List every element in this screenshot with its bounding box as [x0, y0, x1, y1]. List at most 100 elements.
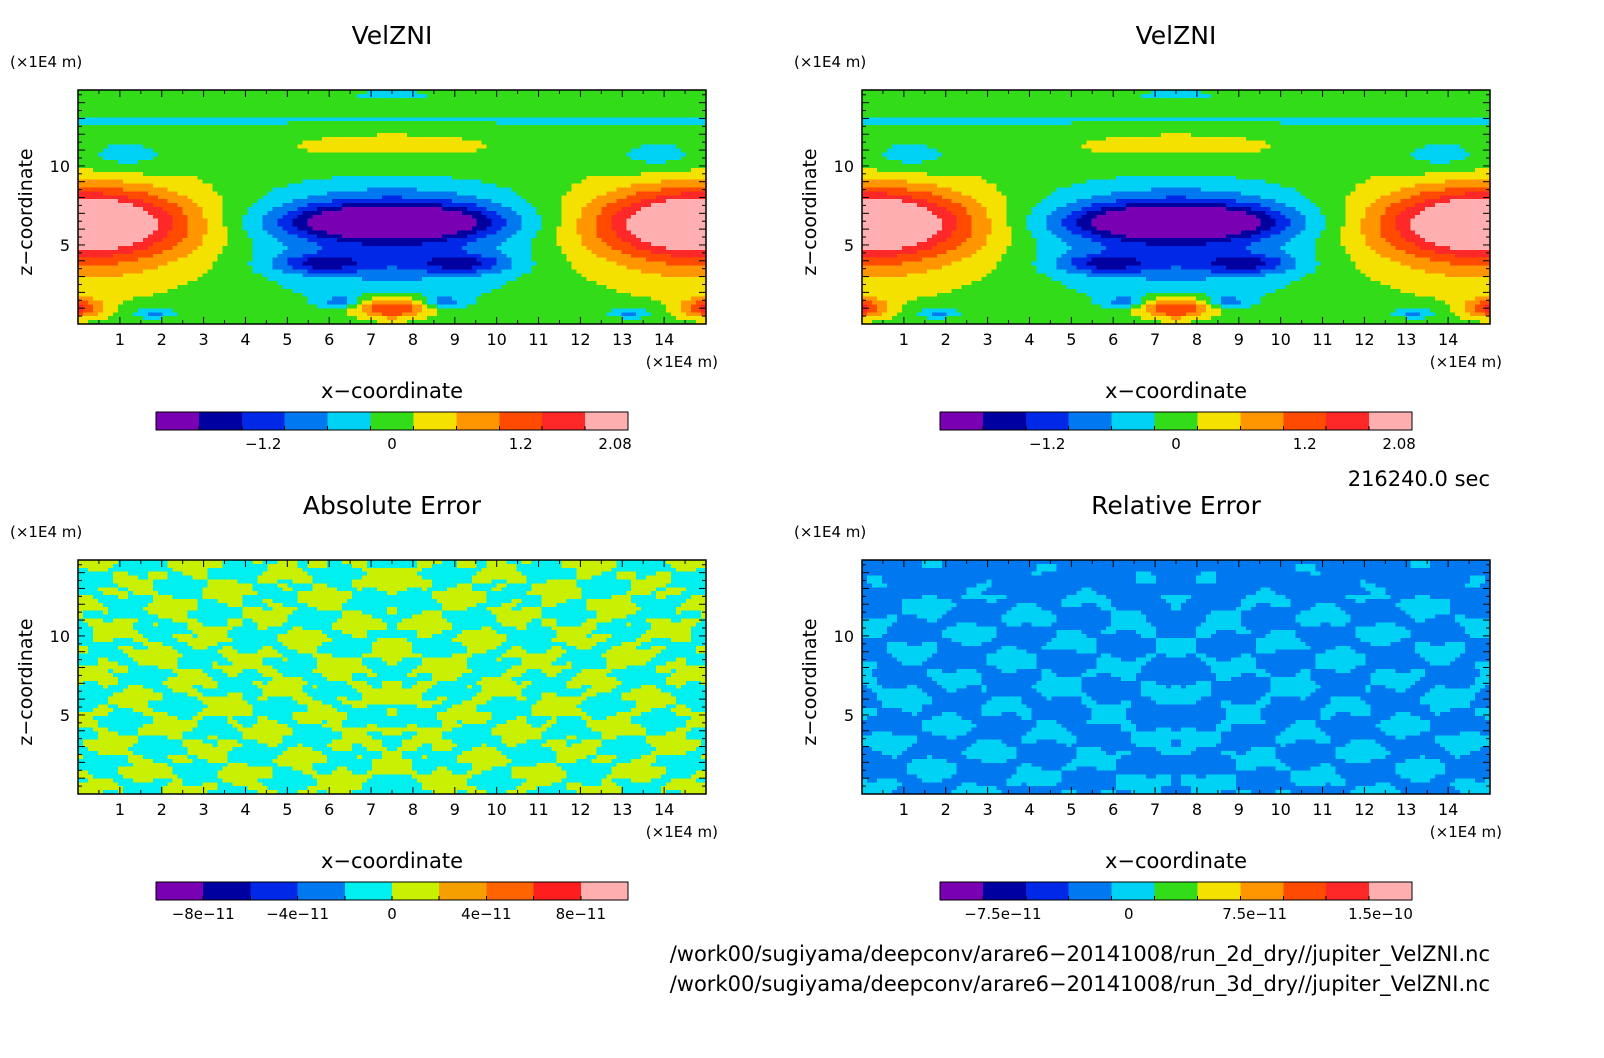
heatmap-cell — [372, 93, 378, 99]
heatmap-cell — [681, 210, 687, 216]
heatmap-cell — [107, 199, 114, 204]
heatmap-cell — [531, 121, 538, 126]
heatmap-cell — [372, 168, 378, 173]
heatmap-cell — [521, 156, 528, 161]
heatmap-cell — [441, 97, 448, 103]
heatmap-cell — [696, 195, 702, 200]
heatmap-cell — [78, 222, 84, 228]
heatmap-cell — [292, 101, 298, 107]
heatmap-cell — [491, 109, 498, 114]
heatmap-cell — [247, 168, 254, 173]
heatmap-cell — [372, 226, 378, 231]
heatmap-cell — [531, 117, 538, 122]
heatmap-cell — [327, 144, 333, 150]
heatmap-cell — [436, 238, 443, 243]
heatmap-cell — [322, 140, 328, 146]
heatmap-cell — [556, 218, 563, 224]
heatmap-cell — [337, 132, 343, 138]
heatmap-cell — [686, 156, 692, 161]
heatmap-cell — [696, 140, 702, 146]
heatmap-cell — [516, 93, 523, 99]
heatmap-cell — [337, 175, 343, 181]
heatmap-cell — [661, 148, 667, 153]
heatmap-cell — [132, 183, 139, 189]
heatmap-cell — [267, 199, 273, 204]
heatmap-cell — [97, 210, 104, 216]
heatmap-cell — [347, 214, 353, 220]
heatmap-cell — [496, 140, 503, 146]
heatmap-cell — [476, 90, 483, 95]
heatmap-cell — [357, 109, 363, 114]
heatmap-cell — [252, 125, 259, 130]
heatmap-cell — [147, 105, 154, 111]
heatmap-cell — [561, 207, 568, 212]
heatmap-cell — [446, 218, 453, 224]
heatmap-cell — [436, 152, 443, 157]
heatmap-cell — [451, 242, 458, 247]
heatmap-cell — [297, 164, 303, 169]
heatmap-cell — [112, 171, 119, 177]
heatmap-cell — [92, 152, 99, 157]
heatmap-cell — [357, 121, 363, 126]
heatmap-cell — [441, 160, 448, 165]
heatmap-cell — [546, 179, 553, 185]
heatmap-cell — [142, 129, 149, 134]
heatmap-cell — [97, 207, 104, 212]
heatmap-cell — [431, 238, 438, 243]
heatmap-cell — [287, 222, 293, 228]
heatmap-cell — [357, 97, 363, 103]
heatmap-cell — [661, 113, 667, 118]
heatmap-cell — [701, 97, 707, 103]
heatmap-cell — [232, 105, 239, 111]
heatmap-cell — [596, 226, 602, 231]
heatmap-cell — [217, 117, 224, 122]
heatmap-cell — [436, 242, 443, 247]
heatmap-cell — [222, 191, 229, 196]
heatmap-cell — [441, 121, 448, 126]
heatmap-cell — [431, 121, 438, 126]
heatmap-cell — [212, 148, 219, 153]
heatmap-cell — [342, 199, 348, 204]
heatmap-cell — [87, 113, 94, 118]
heatmap-cell — [332, 160, 338, 165]
heatmap-cell — [501, 136, 508, 142]
heatmap-cell — [581, 230, 587, 235]
heatmap-cell — [551, 136, 558, 142]
heatmap-cell — [661, 238, 667, 243]
heatmap-cell — [347, 179, 353, 185]
heatmap-cell — [107, 203, 114, 208]
heatmap-cell — [207, 152, 214, 157]
heatmap-cell — [651, 101, 657, 107]
heatmap-cell — [327, 97, 333, 103]
heatmap-cell — [521, 93, 528, 99]
heatmap-cell — [506, 156, 513, 161]
heatmap-cell — [596, 218, 602, 224]
heatmap-cell — [421, 160, 428, 165]
heatmap-cell — [506, 109, 513, 114]
heatmap-cell — [232, 226, 239, 231]
heatmap-cell — [596, 152, 602, 157]
heatmap-cell — [486, 101, 493, 107]
heatmap-cell — [252, 222, 259, 228]
heatmap-cell — [362, 93, 368, 99]
heatmap-cell — [277, 90, 283, 95]
heatmap-cell — [666, 191, 672, 196]
heatmap-cell — [162, 121, 169, 126]
heatmap-cell — [262, 183, 268, 189]
heatmap-cell — [526, 129, 533, 134]
heatmap-cell — [327, 175, 333, 181]
heatmap-cell — [232, 160, 239, 165]
heatmap-cell — [476, 207, 483, 212]
heatmap-cell — [431, 210, 438, 216]
heatmap-cell — [242, 160, 249, 165]
heatmap-cell — [352, 199, 358, 204]
heatmap-cell — [267, 168, 273, 173]
heatmap-cell — [262, 164, 268, 169]
heatmap-cell — [282, 164, 288, 169]
heatmap-cell — [396, 101, 403, 107]
heatmap-cell — [471, 218, 478, 224]
heatmap-cell — [97, 97, 104, 103]
heatmap-cell — [292, 136, 298, 142]
heatmap-cell — [551, 179, 558, 185]
heatmap-cell — [481, 187, 488, 192]
